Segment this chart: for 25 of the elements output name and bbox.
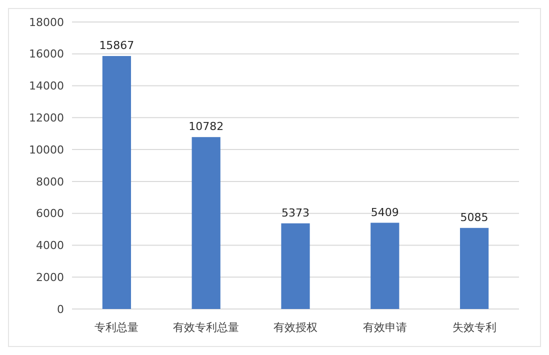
y-tick-label: 0 (57, 302, 64, 316)
bar (192, 137, 220, 309)
y-tick-label: 6000 (36, 207, 64, 220)
y-tick-label: 10000 (29, 143, 64, 156)
data-label: 5373 (282, 206, 310, 220)
y-tick-label: 12000 (29, 112, 64, 125)
y-tick-label: 14000 (29, 80, 64, 93)
y-tick-label: 18000 (29, 16, 64, 29)
data-label: 15867 (99, 39, 134, 52)
y-tick-label: 4000 (36, 239, 64, 252)
y-tick-label: 2000 (36, 270, 64, 284)
x-tick-label: 有效申请 (362, 321, 407, 334)
y-tick-label: 8000 (36, 175, 64, 188)
x-tick-label: 失效专利 (452, 321, 496, 334)
data-label: 5085 (460, 210, 488, 224)
data-label: 5409 (370, 206, 399, 219)
y-tick-label: 16000 (29, 48, 64, 61)
data-label: 10782 (188, 120, 224, 134)
bar (460, 228, 489, 309)
bar (281, 223, 310, 309)
x-tick-label: 有效授权 (274, 321, 318, 334)
bar (370, 222, 400, 309)
x-tick-label: 有效专利总量 (173, 321, 240, 334)
bar (102, 56, 132, 309)
x-tick-label: 专利总量 (94, 321, 139, 334)
